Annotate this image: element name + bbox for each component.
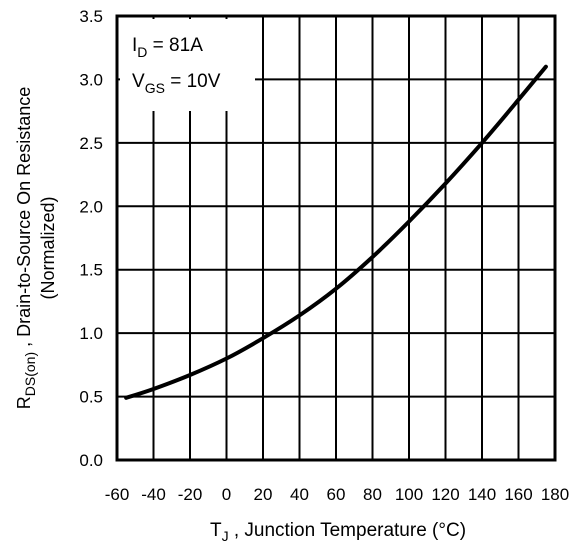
y-axis-label-sub: DS(on) bbox=[22, 352, 38, 396]
y-tick-label: 0.5 bbox=[79, 388, 103, 407]
x-tick-label: 100 bbox=[395, 485, 423, 504]
y-axis-label-line2: (Normalized) bbox=[38, 196, 58, 299]
y-tick-label: 1.0 bbox=[79, 324, 103, 343]
x-axis-label: TJ , Junction Temperature (°C) bbox=[210, 520, 466, 544]
annotation-sub: D bbox=[137, 44, 147, 60]
annotation-main: I bbox=[132, 35, 137, 56]
x-tick-label: 120 bbox=[431, 485, 459, 504]
y-tick-label: 1.5 bbox=[79, 261, 103, 280]
annotation-text: VGS = 10V bbox=[132, 71, 221, 96]
annotation-rest: = 10V bbox=[165, 71, 221, 92]
y-tick-label: 3.0 bbox=[79, 70, 103, 89]
y-tick-label: 2.5 bbox=[79, 134, 103, 153]
x-tick-labels: -60 -40 -20 0 20 40 60 80 100 120 140 160 180 bbox=[105, 485, 569, 504]
x-tick-label: 180 bbox=[541, 485, 569, 504]
x-tick-label: 20 bbox=[254, 485, 273, 504]
x-tick-label: -20 bbox=[178, 485, 203, 504]
x-tick-label: 0 bbox=[222, 485, 231, 504]
x-tick-label: 40 bbox=[290, 485, 309, 504]
x-tick-label: -60 bbox=[105, 485, 130, 504]
y-axis-label-line1: RDS(on) , Drain-to-Source On Resistance bbox=[14, 87, 38, 409]
y-tick-labels: 0.0 0.5 1.0 1.5 2.0 2.5 3.0 3.5 bbox=[79, 7, 103, 470]
annotation-sub: GS bbox=[145, 80, 165, 96]
x-axis-label-main: T bbox=[210, 520, 222, 541]
x-tick-label: 80 bbox=[363, 485, 382, 504]
y-tick-label: 2.0 bbox=[79, 197, 103, 216]
annotation-background bbox=[120, 19, 255, 111]
y-axis-label-main: R bbox=[14, 396, 34, 409]
y-axis-label-rest: , Drain-to-Source On Resistance bbox=[14, 87, 34, 352]
annotation-text: ID = 81A bbox=[132, 35, 203, 60]
series-line bbox=[124, 64, 548, 400]
annotation-rest: = 81A bbox=[147, 35, 203, 56]
x-tick-label: -40 bbox=[141, 485, 166, 504]
x-tick-label: 140 bbox=[468, 485, 496, 504]
y-tick-label: 0.0 bbox=[79, 451, 103, 470]
annotation-main: V bbox=[132, 71, 145, 92]
plot-frame bbox=[115, 14, 557, 462]
y-axis-label: RDS(on) , Drain-to-Source On Resistance … bbox=[14, 87, 58, 409]
y-tick-label: 3.5 bbox=[79, 7, 103, 26]
x-tick-label: 60 bbox=[327, 485, 346, 504]
x-axis-label-rest: , Junction Temperature (°C) bbox=[229, 520, 466, 541]
x-tick-label: 160 bbox=[504, 485, 532, 504]
x-axis-label-sub: J bbox=[222, 528, 229, 544]
